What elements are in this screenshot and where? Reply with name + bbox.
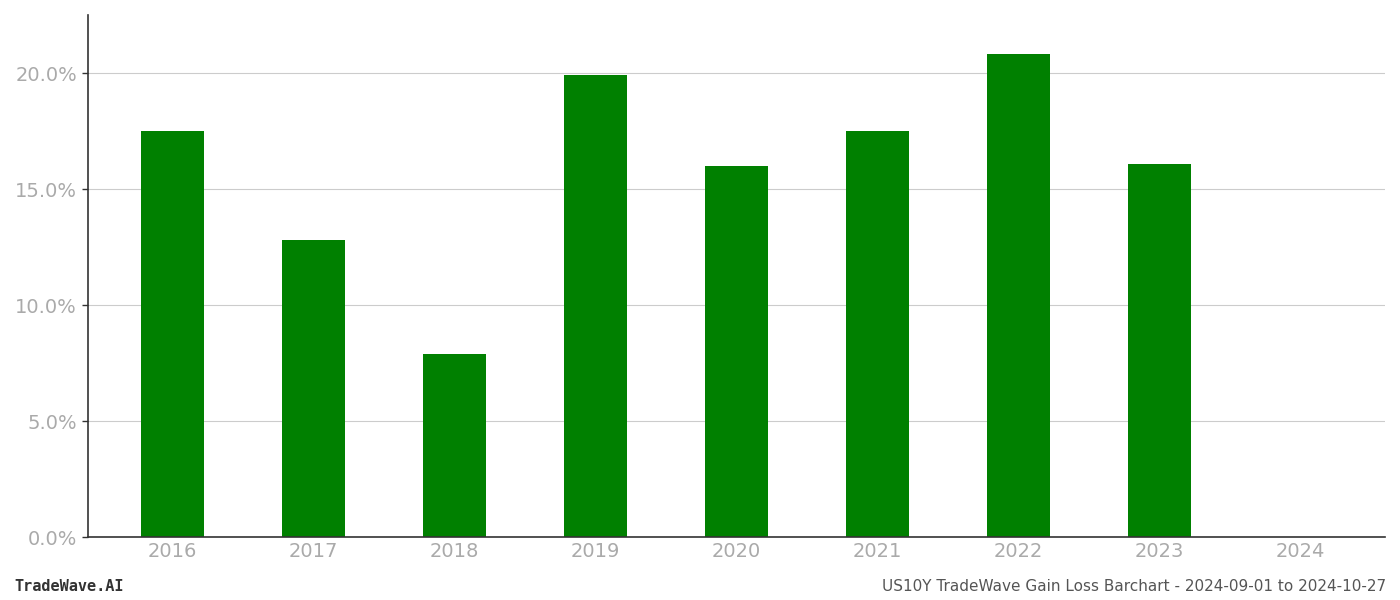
Text: TradeWave.AI: TradeWave.AI — [14, 579, 123, 594]
Bar — [423, 354, 486, 537]
Bar — [281, 240, 346, 537]
Bar — [987, 55, 1050, 537]
Text: US10Y TradeWave Gain Loss Barchart - 2024-09-01 to 2024-10-27: US10Y TradeWave Gain Loss Barchart - 202… — [882, 579, 1386, 594]
Bar — [704, 166, 769, 537]
Bar — [141, 131, 204, 537]
Bar — [1128, 164, 1191, 537]
Bar — [846, 131, 909, 537]
Bar — [564, 76, 627, 537]
